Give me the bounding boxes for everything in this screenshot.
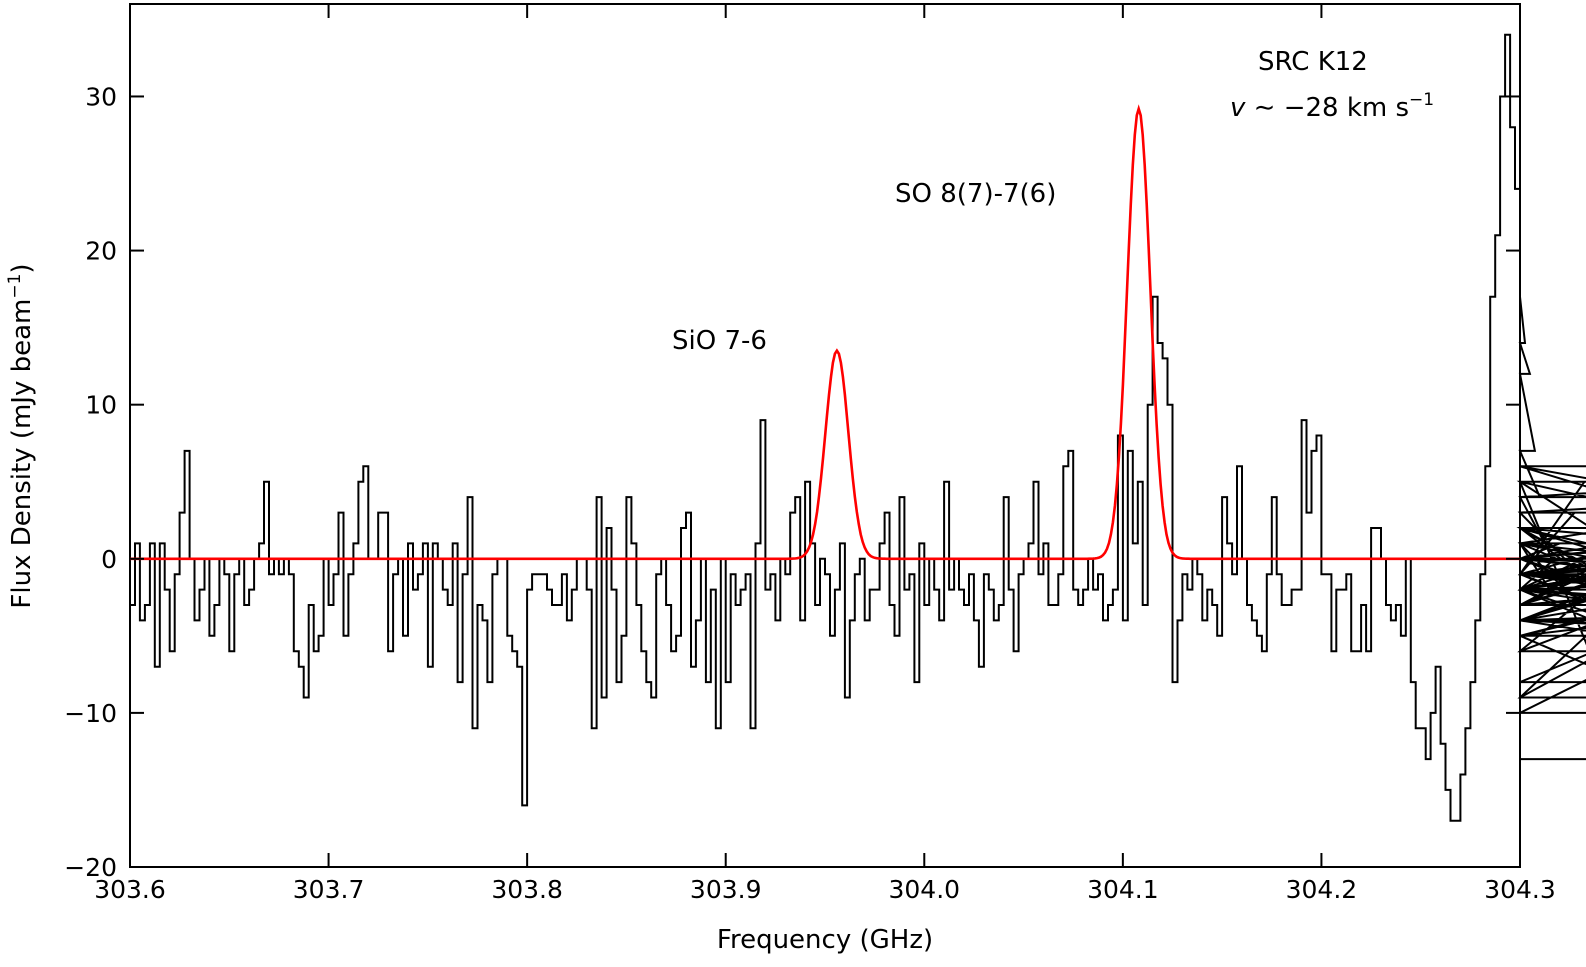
x-tick-label: 303.9 [690, 875, 762, 904]
x-axis-label: Frequency (GHz) [717, 925, 933, 955]
x-tick-label: 304.2 [1286, 875, 1358, 904]
tick-layer: 303.6 303.7 303.8 303.9 304.0 304.1 304.2 304.3… [64, 4, 1556, 904]
y-axis-label-main: Flux Density (mJy beam [7, 299, 37, 609]
velocity-value: ∼ −28 km s [1245, 93, 1409, 123]
source-annotation: SRC K12 [1258, 47, 1368, 77]
x-tick-label: 304.3 [1484, 875, 1556, 904]
so-line-label: SO 8(7)-7(6) [895, 179, 1056, 209]
spectrum-steps-series [130, 33, 1586, 822]
x-tick-label: 304.0 [888, 875, 960, 904]
gaussian-fit-series [130, 104, 1520, 561]
x-tick-label: 303.6 [94, 875, 166, 904]
plot-area [129, 3, 1521, 868]
y-tick-label: 30 [85, 82, 117, 111]
velocity-symbol: v [1230, 93, 1246, 123]
velocity-annotation: v ∼ −28 km s−1 [1230, 90, 1434, 123]
y-tick-label: −20 [64, 853, 117, 882]
y-tick-label: 10 [85, 391, 117, 420]
x-tick-label: 304.1 [1087, 875, 1159, 904]
y-tick-label: 0 [101, 545, 117, 574]
x-tick-label: 303.7 [293, 875, 365, 904]
data-layer [130, 33, 1586, 822]
y-axis-label-sup: −1 [5, 274, 25, 299]
y-tick-label: −10 [64, 699, 117, 728]
velocity-unit-sup: −1 [1409, 90, 1434, 110]
y-axis-label-close: ) [7, 263, 37, 273]
y-axis-label: Flux Density (mJy beam−1) [5, 263, 37, 608]
plot-frame [129, 3, 1521, 868]
x-tick-label: 303.8 [491, 875, 563, 904]
y-tick-label: 20 [85, 237, 117, 266]
sio-line-label: SiO 7-6 [672, 326, 767, 356]
